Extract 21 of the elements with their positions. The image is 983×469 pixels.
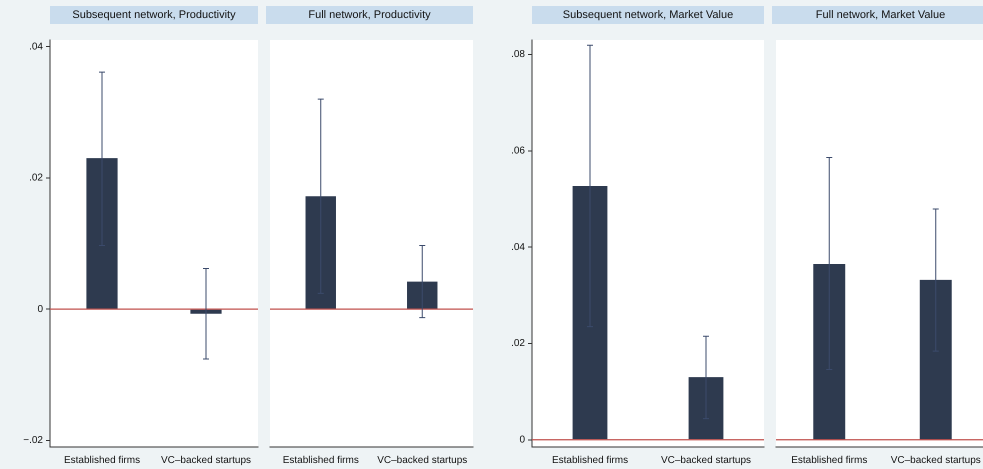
y-tick-label: .02 (511, 338, 526, 350)
y-tick-label: 0 (37, 304, 44, 315)
y-tick-label: .04 (29, 41, 44, 52)
chart-title: Subsequent network, Productivity (50, 6, 258, 24)
x-tick-label: VC–backed startups (160, 454, 252, 466)
x-tick-label: VC–backed startups (890, 454, 981, 466)
y-tick-label: .06 (511, 146, 526, 157)
x-tick-label: Established firms (282, 454, 359, 466)
chart-title: Full network, Productivity (266, 6, 473, 24)
x-tick-label: VC–backed startups (660, 454, 752, 466)
y-tick-label: −.02 (23, 435, 44, 446)
x-tick-label: Established firms (64, 454, 140, 466)
x-tick-label: Established firms (552, 454, 628, 466)
x-tick-label: VC–backed startups (377, 454, 468, 466)
chart-title: Full network, Market Value (772, 6, 983, 24)
y-tick-label: .04 (511, 242, 526, 253)
y-tick-label: 0 (519, 434, 526, 446)
x-tick-label: Established firms (791, 454, 868, 466)
y-tick-label: .02 (29, 172, 44, 184)
y-tick-label: .08 (511, 49, 526, 60)
chart-title: Subsequent network, Market Value (532, 6, 764, 24)
